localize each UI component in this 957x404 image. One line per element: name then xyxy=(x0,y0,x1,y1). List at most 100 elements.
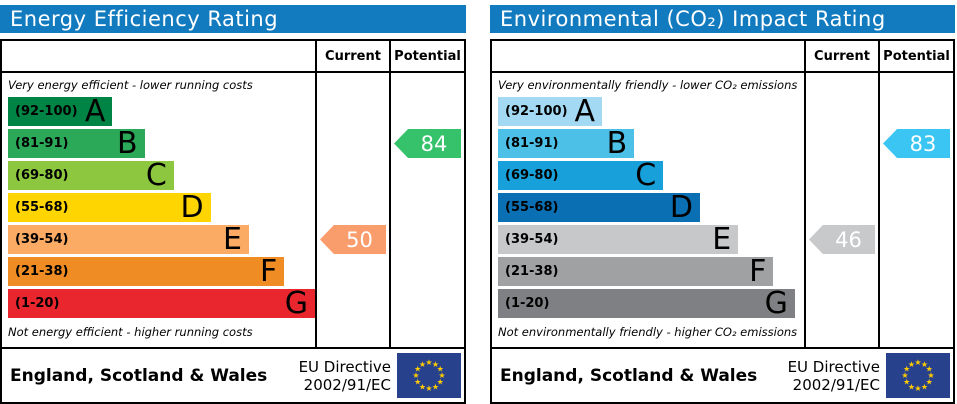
band-letter: G xyxy=(764,286,788,321)
rating-band-g: (1-20) G xyxy=(8,289,315,321)
rating-band-b: (81-91) B xyxy=(8,129,315,161)
current-rating-arrow: 46 xyxy=(809,225,875,254)
eu-star-icon: ★ xyxy=(926,378,933,387)
bottom-caption: Not environmentally friendly - higher CO… xyxy=(498,325,798,339)
band-letter: D xyxy=(180,190,204,225)
rating-band-a: (92-100) A xyxy=(8,97,315,129)
eu-star-icon: ★ xyxy=(903,378,910,387)
band-bar: (69-80) C xyxy=(8,158,174,193)
current-rating-arrow: 50 xyxy=(320,225,386,254)
band-bar: (92-100) A xyxy=(498,94,603,129)
band-range-label: (21-38) xyxy=(505,264,559,279)
band-range-label: (69-80) xyxy=(15,168,69,183)
panel-title: Energy Efficiency Rating xyxy=(10,7,279,31)
eu-star-icon: ★ xyxy=(927,371,934,380)
band-area: Very energy efficient - lower running co… xyxy=(2,73,315,347)
rating-band-b: (81-91) B xyxy=(498,129,804,161)
region-label: England, Scotland & Wales xyxy=(10,365,268,386)
eu-flag-icon: ★ ★★★★★★★★★★★ xyxy=(886,353,950,398)
eu-star-icon: ★ xyxy=(437,365,444,374)
eu-star-icon: ★ xyxy=(908,382,915,391)
band-letter: F xyxy=(749,254,767,289)
eu-star-icon: ★ xyxy=(419,360,426,369)
band-range-label: (1-20) xyxy=(15,296,60,311)
band-bar: (39-54) E xyxy=(498,222,739,257)
eu-star-icon: ★ xyxy=(903,365,910,374)
eu-star-icon: ★ xyxy=(414,378,421,387)
band-letter: C xyxy=(145,158,167,193)
rating-band-e: (39-54) E xyxy=(498,225,804,257)
rating-band-a: (92-100) A xyxy=(498,97,804,129)
band-range-label: (39-54) xyxy=(15,232,69,247)
band-letter: E xyxy=(223,222,242,257)
band-range-label: (21-38) xyxy=(15,264,69,279)
band-area: Very environmentally friendly - lower CO… xyxy=(492,73,804,347)
panel-title: Environmental (CO₂) Impact Rating xyxy=(500,7,886,31)
band-letter: E xyxy=(712,222,732,257)
eu-directive-line1: EU Directive xyxy=(298,357,391,376)
eu-star-icon: ★ xyxy=(425,358,432,367)
table-header-row: Current Potential xyxy=(2,41,464,73)
current-rating-column: 50 xyxy=(315,73,389,347)
band-range-label: (92-100) xyxy=(505,104,568,119)
band-bar: (92-100) A xyxy=(8,97,113,127)
eu-star-icon: ★ xyxy=(425,384,432,393)
band-bar: (55-68) D xyxy=(498,190,700,225)
band-bar: (21-38) F xyxy=(8,257,285,287)
potential-column-header: Potential xyxy=(878,41,953,71)
potential-column-header: Potential xyxy=(389,41,464,71)
environmental-impact-panel: Environmental (CO₂) Impact Rating Curren… xyxy=(490,0,955,404)
band-range-label: (92-100) xyxy=(15,104,78,119)
band-bar: (55-68) D xyxy=(8,190,211,225)
potential-rating-column: 84 xyxy=(389,73,464,347)
rating-body: Very energy efficient - lower running co… xyxy=(2,73,464,347)
band-bar: (21-38) F xyxy=(498,254,774,289)
current-column-header: Current xyxy=(804,41,878,71)
rating-band-f: (21-38) F xyxy=(498,257,804,289)
eu-star-icon: ★ xyxy=(432,360,439,369)
rating-table: Current Potential Very energy efficient … xyxy=(0,39,466,404)
eu-flag-icon: ★ ★★★★★★★★★★★ xyxy=(397,353,461,398)
eu-star-icon: ★ xyxy=(414,365,421,374)
band-range-label: (39-54) xyxy=(505,232,559,247)
eu-star-icon: ★ xyxy=(908,360,915,369)
band-letter: B xyxy=(117,126,138,161)
eu-star-icon: ★ xyxy=(914,384,921,393)
current-rating-column: 46 xyxy=(804,73,878,347)
potential-rating-arrow: 84 xyxy=(394,129,461,158)
header-spacer xyxy=(492,41,804,71)
region-label: England, Scotland & Wales xyxy=(500,365,758,386)
table-footer: England, Scotland & Wales EU Directive 2… xyxy=(2,347,464,402)
eu-star-icon: ★ xyxy=(412,371,419,380)
eu-directive-line1: EU Directive xyxy=(787,357,880,376)
rating-band-e: (39-54) E xyxy=(8,225,315,257)
band-range-label: (81-91) xyxy=(505,136,559,151)
top-caption: Very energy efficient - lower running co… xyxy=(8,78,253,92)
eu-star-icon: ★ xyxy=(921,360,928,369)
band-letter: B xyxy=(606,126,628,161)
rating-band-c: (69-80) C xyxy=(8,161,315,193)
band-bar: (1-20) G xyxy=(8,289,315,319)
panel-title-bar: Environmental (CO₂) Impact Rating xyxy=(490,5,955,33)
rating-band-d: (55-68) D xyxy=(498,193,804,225)
rating-band-c: (69-80) C xyxy=(498,161,804,193)
eu-star-icon: ★ xyxy=(419,382,426,391)
rating-bands: (92-100) A (81-91) B (69-80) C (55-68) D (39-54)… xyxy=(8,97,315,321)
band-letter: A xyxy=(574,94,596,129)
eu-directive-label: EU Directive 2002/91/EC xyxy=(299,358,391,394)
bottom-caption: Not energy efficient - higher running co… xyxy=(8,325,253,339)
energy-efficiency-panel: Energy Efficiency Rating Current Potenti… xyxy=(0,0,466,404)
header-spacer xyxy=(2,41,315,71)
band-bar: (39-54) E xyxy=(8,222,249,257)
band-range-label: (1-20) xyxy=(505,296,550,311)
band-letter: C xyxy=(635,158,657,193)
table-header-row: Current Potential xyxy=(492,41,953,73)
potential-rating-column: 83 xyxy=(878,73,953,347)
band-letter: D xyxy=(669,190,693,225)
rating-bands: (92-100) A (81-91) B (69-80) C (55-68) D (39-54)… xyxy=(498,97,804,321)
eu-star-icon: ★ xyxy=(926,365,933,374)
band-bar: (1-20) G xyxy=(498,286,795,321)
rating-band-g: (1-20) G xyxy=(498,289,804,321)
band-bar: (81-91) B xyxy=(498,126,635,161)
